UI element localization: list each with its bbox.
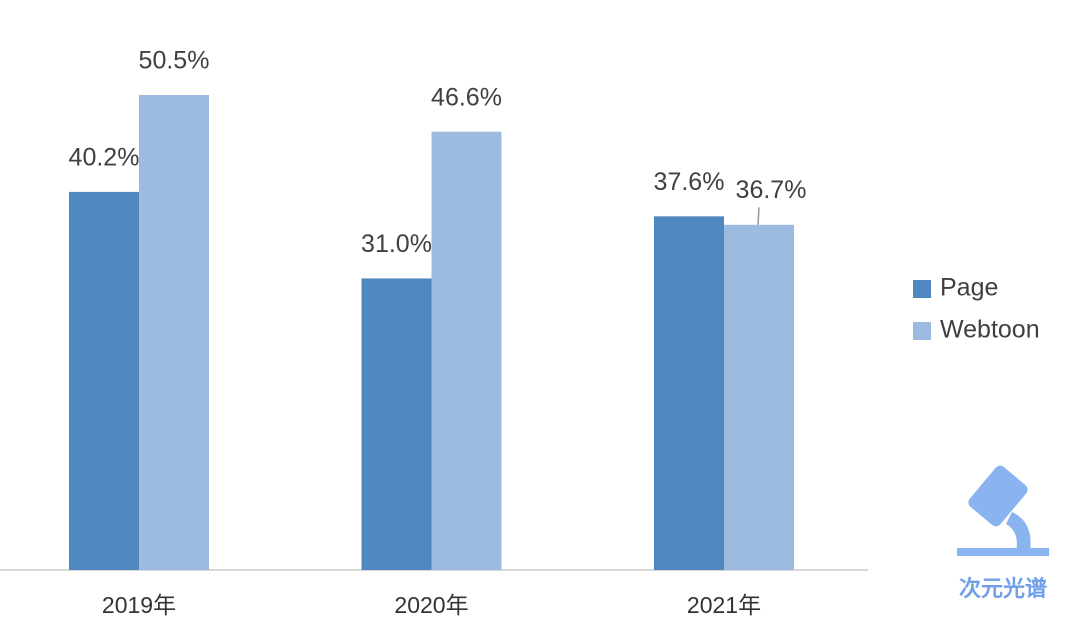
value-label: 36.7%	[736, 176, 807, 204]
bar	[654, 216, 724, 570]
value-label: 46.6%	[431, 83, 502, 111]
bar	[724, 224, 794, 570]
x-tick-label: 2021年	[687, 592, 761, 618]
legend-swatch	[913, 322, 931, 340]
legend-swatch	[913, 280, 931, 298]
watermark-logo	[957, 465, 1049, 556]
bar	[361, 278, 432, 570]
value-label: 40.2%	[69, 143, 140, 171]
value-label: 31.0%	[361, 230, 432, 258]
leader-line	[757, 207, 760, 225]
bar	[69, 191, 139, 570]
x-tick-label: 2019年	[102, 592, 176, 618]
legend-label: Webtoon	[940, 316, 1040, 344]
x-tick-label: 2020年	[394, 592, 468, 618]
bar	[431, 131, 502, 570]
value-label: 50.5%	[139, 47, 210, 75]
watermark-text: 次元光谱	[959, 576, 1047, 601]
legend-label: Page	[940, 274, 998, 302]
bar	[139, 95, 209, 570]
value-label: 37.6%	[654, 168, 725, 196]
